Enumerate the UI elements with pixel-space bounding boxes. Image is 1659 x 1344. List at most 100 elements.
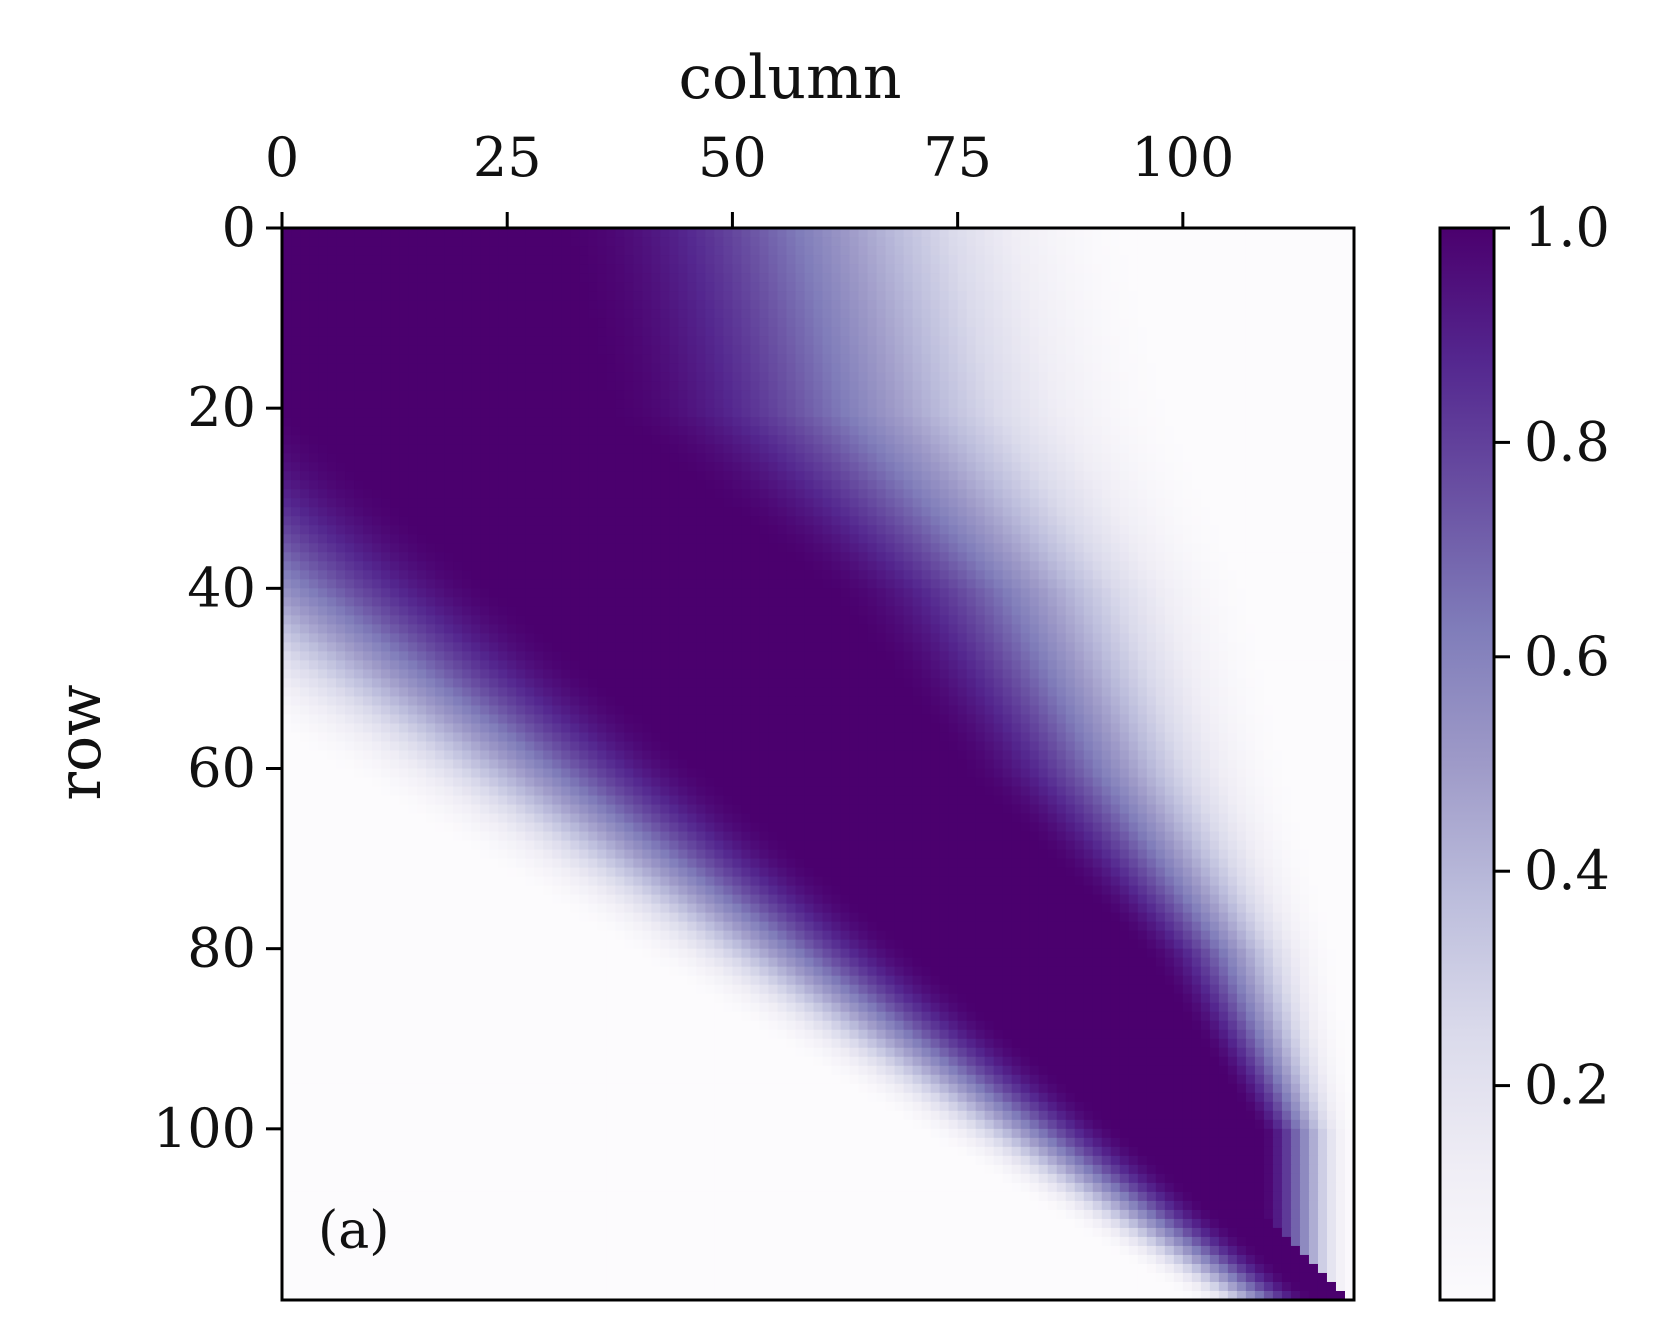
heatmap-cell [291,426,301,436]
heatmap-cell [615,273,625,283]
heatmap-cell [381,273,391,283]
heatmap-cell [1236,390,1247,400]
heatmap-cell [1236,462,1247,472]
heatmap-cell [993,417,1004,427]
heatmap-cell [1002,354,1013,364]
heatmap-cell [696,435,706,445]
heatmap-cell [1281,345,1292,355]
heatmap-cell [1119,561,1130,571]
heatmap-cell [921,354,932,364]
heatmap-cell [759,498,770,508]
heatmap-cell [1254,300,1265,310]
heatmap-cell [345,390,355,400]
heatmap-cell [876,408,887,418]
heatmap-cell [606,498,616,508]
heatmap-cell [1236,471,1247,481]
heatmap-cell [1299,579,1310,589]
heatmap-cell [1227,381,1238,391]
heatmap-cell [1317,264,1328,274]
heatmap-cell [759,372,770,382]
heatmap-cell [624,417,634,427]
heatmap-cell [462,570,472,580]
heatmap-cell [768,273,779,283]
heatmap-cell [957,255,968,265]
heatmap-cell [1083,525,1094,535]
heatmap-cell [804,273,815,283]
heatmap-cell [732,543,743,553]
heatmap-cell [1083,237,1094,247]
heatmap-cell [1047,309,1058,319]
heatmap-cell [786,381,797,391]
heatmap-cell [966,255,977,265]
heatmap-cell [678,417,688,427]
heatmap-cell [498,327,508,337]
heatmap-cell [975,354,986,364]
heatmap-cell [1326,354,1337,364]
heatmap-cell [507,237,517,247]
heatmap-cell [462,543,472,553]
heatmap-cell [642,273,652,283]
heatmap-cell [543,444,553,454]
heatmap-cell [453,255,463,265]
heatmap-cell [840,273,851,283]
heatmap-cell [606,264,616,274]
heatmap-cell [1047,318,1058,328]
heatmap-cell [876,471,887,481]
heatmap-cell [849,516,860,526]
heatmap-cell [822,291,833,301]
heatmap-cell [687,345,697,355]
heatmap-cell [723,534,734,544]
heatmap-cell [1209,327,1220,337]
heatmap-cell [858,336,869,346]
heatmap-cell [975,309,986,319]
heatmap-cell [1029,381,1040,391]
heatmap-cell [1119,516,1130,526]
heatmap-cell [327,444,337,454]
heatmap-cell [309,264,319,274]
heatmap-cell [1101,588,1112,598]
heatmap-cell [1029,543,1040,553]
heatmap-cell [858,399,869,409]
heatmap-cell [651,390,661,400]
heatmap-cell [849,570,860,580]
heatmap-cell [975,597,986,607]
heatmap-cell [435,435,445,445]
heatmap-cell [336,399,346,409]
heatmap-cell [1209,489,1220,499]
heatmap-cell [1173,444,1184,454]
heatmap-cell [345,543,355,553]
heatmap-cell [1299,444,1310,454]
heatmap-cell [894,435,905,445]
heatmap-cell [777,345,788,355]
heatmap-cell [1317,255,1328,265]
heatmap-cell [489,498,499,508]
heatmap-cell [1218,498,1229,508]
heatmap-cell [966,435,977,445]
heatmap-cell [912,516,923,526]
heatmap-cell [1038,408,1049,418]
heatmap-cell [750,381,761,391]
heatmap-cell [1056,534,1067,544]
heatmap-cell [660,390,670,400]
heatmap-cell [1020,561,1031,571]
heatmap-cell [336,525,346,535]
heatmap-cell [354,507,364,517]
heatmap-cell [948,498,959,508]
heatmap-cell [858,309,869,319]
heatmap-cell [597,372,607,382]
heatmap-cell [1038,489,1049,499]
heatmap-cell [1047,273,1058,283]
heatmap-cell [939,426,950,436]
heatmap-cell [561,516,571,526]
heatmap-cell [858,327,869,337]
heatmap-cell [435,309,445,319]
heatmap-cell [912,525,923,535]
heatmap-cell [363,363,373,373]
heatmap-cell [831,417,842,427]
heatmap-cell [813,309,824,319]
heatmap-cell [1254,228,1265,238]
heatmap-cell [471,462,481,472]
heatmap-cell [561,390,571,400]
heatmap-cell [1335,255,1346,265]
heatmap-cell [462,489,472,499]
